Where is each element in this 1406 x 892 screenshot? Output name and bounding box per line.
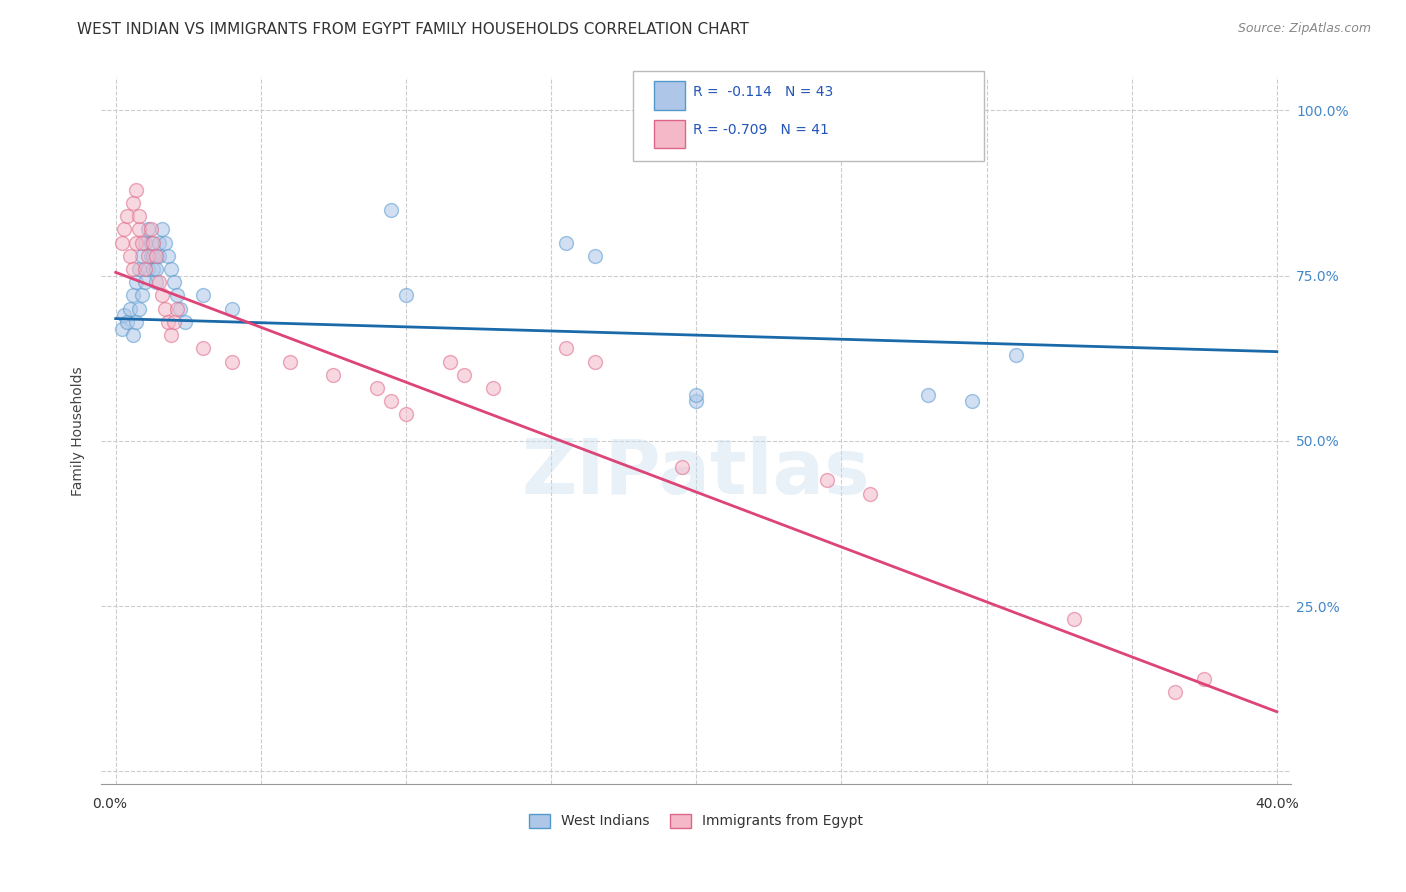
Y-axis label: Family Households: Family Households [72,366,86,496]
Point [1194,672,1216,686]
Text: R = -0.709   N = 41: R = -0.709 N = 41 [693,123,830,137]
Point [142,249,165,263]
Point [366,381,388,395]
Text: R =  -0.114   N = 43: R = -0.114 N = 43 [693,85,834,99]
Point [134,275,156,289]
Point [960,394,983,409]
Text: ZIPatlas: ZIPatlas [522,436,870,510]
Point [110,321,132,335]
Point [122,288,145,302]
Point [1164,685,1187,699]
Text: 0.0%: 0.0% [93,797,128,811]
Point [583,249,606,263]
Point [125,315,148,329]
Point [166,288,188,302]
Text: WEST INDIAN VS IMMIGRANTS FROM EGYPT FAMILY HOUSEHOLDS CORRELATION CHART: WEST INDIAN VS IMMIGRANTS FROM EGYPT FAM… [77,22,749,37]
Point [163,275,186,289]
Point [139,249,162,263]
Point [859,486,882,500]
Text: 40.0%: 40.0% [1256,797,1299,811]
Point [145,262,167,277]
Point [1063,612,1085,626]
Point [163,315,186,329]
Point [125,275,148,289]
Point [191,288,214,302]
Point [136,249,159,263]
Point [128,222,150,236]
Point [174,315,197,329]
Point [114,308,136,322]
Point [153,301,176,316]
Point [136,262,159,277]
Point [583,354,606,368]
Point [117,209,139,223]
Point [142,262,165,277]
Point [160,262,183,277]
Point [221,301,243,316]
Point [148,275,170,289]
Point [148,249,170,263]
Point [134,262,156,277]
Point [278,354,301,368]
Point [125,183,148,197]
Point [482,381,505,395]
Point [380,394,402,409]
Point [554,235,576,250]
Point [380,202,402,217]
Legend: West Indians, Immigrants from Egypt: West Indians, Immigrants from Egypt [523,808,869,834]
Point [122,328,145,343]
Point [221,354,243,368]
Point [160,328,183,343]
Point [917,387,939,401]
Point [122,196,145,211]
Point [395,288,418,302]
Point [136,222,159,236]
Point [139,235,162,250]
Point [453,368,475,382]
Point [145,249,167,263]
Point [150,222,173,236]
Point [122,262,145,277]
Point [110,235,132,250]
Point [148,235,170,250]
Point [554,342,576,356]
Point [142,235,165,250]
Point [134,235,156,250]
Point [671,460,693,475]
Point [156,315,179,329]
Point [439,354,461,368]
Point [1004,348,1026,362]
Point [139,222,162,236]
Point [815,474,838,488]
Text: Source: ZipAtlas.com: Source: ZipAtlas.com [1237,22,1371,36]
Point [153,235,176,250]
Point [128,209,150,223]
Point [145,275,167,289]
Point [120,301,142,316]
Point [322,368,344,382]
Point [117,315,139,329]
Point [128,301,150,316]
Point [120,249,142,263]
Point [166,301,188,316]
Point [169,301,191,316]
Point [114,222,136,236]
Point [150,288,173,302]
Point [685,387,707,401]
Point [191,342,214,356]
Point [131,235,153,250]
Point [125,235,148,250]
Point [131,249,153,263]
Point [395,408,418,422]
Point [128,262,150,277]
Point [685,394,707,409]
Point [156,249,179,263]
Point [131,288,153,302]
